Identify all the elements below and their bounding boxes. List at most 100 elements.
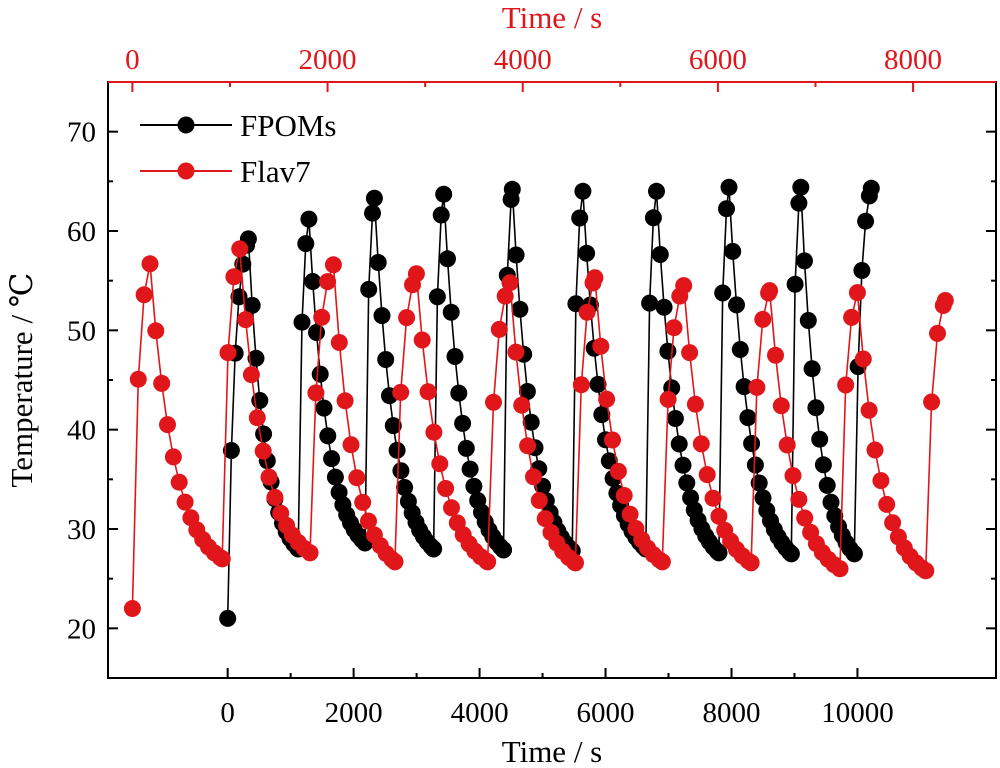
data-point-fpoms	[450, 384, 468, 402]
data-point-fpoms	[589, 375, 607, 393]
data-point-flav7	[704, 489, 722, 507]
data-point-fpoms	[670, 435, 688, 453]
data-point-fpoms	[724, 242, 742, 260]
data-point-fpoms	[857, 212, 875, 230]
legend: FPOMs Flav7	[140, 108, 337, 189]
data-point-fpoms	[326, 468, 344, 486]
data-point-flav7	[615, 487, 633, 504]
data-point-flav7	[301, 544, 319, 562]
data-point-flav7	[592, 337, 610, 355]
data-point-fpoms	[219, 609, 237, 627]
data-point-fpoms	[811, 430, 829, 448]
data-point-flav7	[831, 560, 849, 578]
data-point-flav7	[837, 376, 855, 394]
data-point-flav7	[159, 416, 176, 434]
series-flav7	[123, 240, 954, 617]
data-point-flav7	[686, 395, 704, 413]
data-point-flav7	[772, 397, 790, 415]
data-point-fpoms	[243, 296, 261, 314]
data-point-flav7	[324, 256, 342, 274]
data-point-fpoms	[655, 298, 673, 316]
data-point-flav7	[767, 346, 784, 364]
data-point-fpoms	[311, 365, 329, 383]
data-point-flav7	[681, 344, 699, 362]
data-point-flav7	[135, 286, 153, 304]
top-tick-label: 2000	[299, 44, 357, 76]
legend-marker-fpoms	[177, 116, 195, 134]
data-point-flav7	[572, 376, 590, 394]
data-point-flav7	[413, 331, 431, 349]
data-point-fpoms	[593, 406, 611, 424]
data-point-flav7	[843, 308, 861, 326]
data-point-flav7	[923, 393, 941, 411]
data-point-fpoms	[786, 275, 804, 293]
data-point-fpoms	[674, 456, 692, 474]
data-point-flav7	[336, 392, 354, 410]
data-point-fpoms	[822, 493, 840, 511]
data-point-flav7	[501, 274, 519, 292]
data-point-fpoms	[522, 413, 540, 431]
data-point-fpoms	[750, 474, 768, 492]
data-point-fpoms	[651, 246, 669, 263]
data-point-flav7	[129, 370, 147, 388]
data-point-flav7	[266, 488, 284, 506]
data-point-flav7	[485, 393, 502, 411]
data-point-flav7	[917, 562, 935, 580]
data-point-fpoms	[432, 206, 450, 224]
y-axis-title: Temperature / ℃	[4, 273, 39, 488]
data-point-flav7	[392, 383, 410, 401]
data-point-fpoms	[644, 209, 662, 227]
data-point-fpoms	[728, 296, 745, 314]
data-point-fpoms	[373, 307, 391, 325]
data-point-fpoms	[796, 252, 813, 270]
data-point-fpoms	[234, 255, 252, 273]
data-point-fpoms	[790, 194, 808, 212]
data-point-flav7	[225, 268, 243, 286]
series-layer	[123, 178, 954, 627]
data-point-flav7	[653, 553, 671, 571]
data-point-flav7	[748, 378, 766, 396]
data-point-flav7	[854, 350, 872, 368]
data-point-flav7	[698, 466, 716, 484]
data-point-flav7	[496, 287, 514, 305]
data-point-fpoms	[396, 479, 414, 496]
data-point-flav7	[231, 240, 249, 258]
data-point-fpoms	[442, 303, 460, 321]
data-point-flav7	[761, 282, 779, 300]
data-point-fpoms	[718, 200, 735, 218]
data-point-flav7	[754, 310, 772, 328]
data-point-fpoms	[641, 294, 659, 312]
data-point-flav7	[443, 499, 460, 517]
data-point-flav7	[123, 600, 141, 617]
data-point-fpoms	[435, 185, 453, 203]
data-point-fpoms	[666, 410, 684, 427]
y-tick-label: 30	[67, 514, 96, 546]
data-point-flav7	[513, 396, 531, 414]
data-point-flav7	[141, 255, 159, 273]
data-point-fpoms	[428, 288, 446, 306]
data-point-fpoms	[388, 441, 406, 459]
data-point-fpoms	[461, 460, 479, 478]
data-point-fpoms	[369, 254, 387, 271]
data-point-flav7	[659, 390, 677, 408]
y-tick-label: 50	[67, 315, 96, 347]
data-point-flav7	[313, 308, 331, 326]
data-point-fpoms	[304, 273, 322, 290]
top-x-axis: 0 2000 4000 6000 8000	[125, 44, 942, 92]
data-point-fpoms	[457, 439, 475, 457]
data-point-flav7	[348, 469, 366, 487]
data-point-flav7	[170, 473, 188, 491]
bottom-tick-label: 2000	[325, 697, 383, 729]
data-point-fpoms	[735, 378, 753, 396]
data-point-flav7	[872, 472, 890, 490]
data-point-flav7	[578, 303, 596, 321]
data-point-flav7	[784, 467, 802, 485]
data-point-flav7	[507, 343, 525, 361]
data-point-flav7	[884, 514, 902, 532]
data-point-fpoms	[319, 427, 337, 445]
data-point-fpoms	[247, 349, 265, 367]
data-point-fpoms	[507, 246, 525, 264]
data-point-flav7	[419, 383, 437, 401]
legend-label-fpoms: FPOMs	[240, 108, 337, 143]
top-tick-label: 0	[125, 44, 140, 76]
